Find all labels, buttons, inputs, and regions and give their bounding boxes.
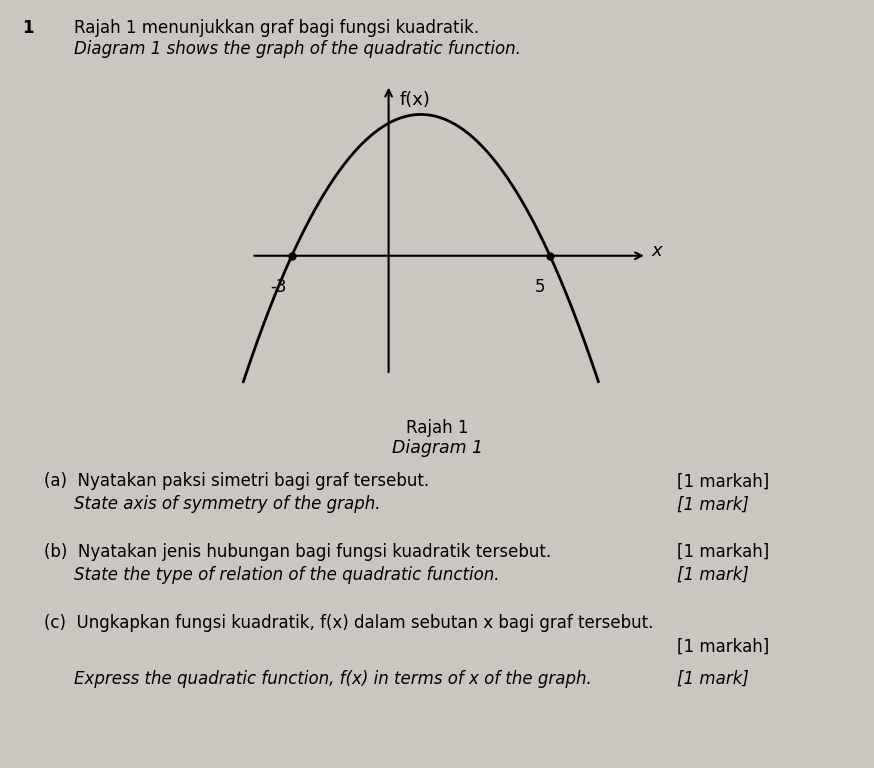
Text: Diagram 1: Diagram 1 bbox=[392, 439, 482, 457]
Text: f(x): f(x) bbox=[400, 91, 431, 108]
Text: [1 markah]: [1 markah] bbox=[677, 637, 770, 655]
Text: x: x bbox=[652, 243, 662, 260]
Text: 1: 1 bbox=[22, 19, 33, 37]
Text: [1 markah]: [1 markah] bbox=[677, 543, 770, 561]
Text: State axis of symmetry of the graph.: State axis of symmetry of the graph. bbox=[74, 495, 381, 513]
Text: [1 mark]: [1 mark] bbox=[677, 495, 749, 513]
Text: [1 mark]: [1 mark] bbox=[677, 566, 749, 584]
Text: Diagram 1 shows the graph of the quadratic function.: Diagram 1 shows the graph of the quadrat… bbox=[74, 40, 521, 58]
Text: Rajah 1 menunjukkan graf bagi fungsi kuadratik.: Rajah 1 menunjukkan graf bagi fungsi kua… bbox=[74, 19, 480, 37]
Text: Express the quadratic function, f(x) in terms of x of the graph.: Express the quadratic function, f(x) in … bbox=[74, 670, 592, 687]
Text: Rajah 1: Rajah 1 bbox=[406, 419, 468, 436]
Text: [1 markah]: [1 markah] bbox=[677, 472, 770, 490]
Text: 5: 5 bbox=[535, 278, 545, 296]
Text: -3: -3 bbox=[270, 278, 287, 296]
Text: (a)  Nyatakan paksi simetri bagi graf tersebut.: (a) Nyatakan paksi simetri bagi graf ter… bbox=[44, 472, 429, 490]
Text: State the type of relation of the quadratic function.: State the type of relation of the quadra… bbox=[74, 566, 500, 584]
Text: (c)  Ungkapkan fungsi kuadratik, f(x) dalam sebutan x bagi graf tersebut.: (c) Ungkapkan fungsi kuadratik, f(x) dal… bbox=[44, 614, 653, 632]
Text: (b)  Nyatakan jenis hubungan bagi fungsi kuadratik tersebut.: (b) Nyatakan jenis hubungan bagi fungsi … bbox=[44, 543, 551, 561]
Text: [1 mark]: [1 mark] bbox=[677, 670, 749, 687]
